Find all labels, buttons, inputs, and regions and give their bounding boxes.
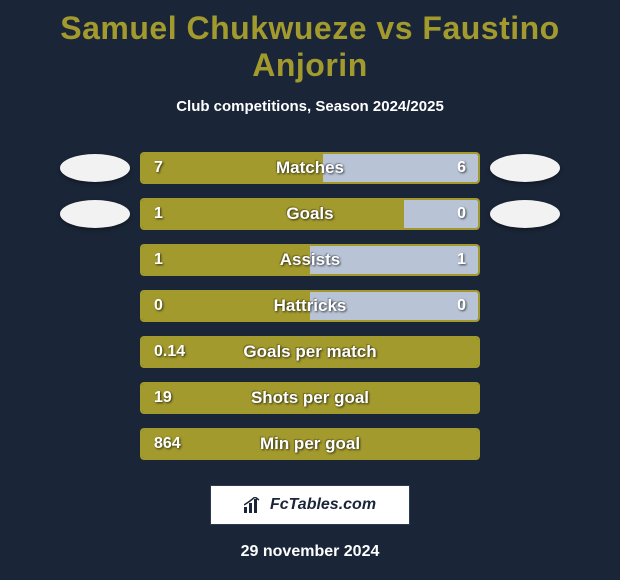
title-vs: vs xyxy=(367,10,422,46)
stat-row: 10Goals xyxy=(0,191,620,237)
comparison-chart: 76Matches 10Goals 11Assists 00Hattricks 0.14… xyxy=(0,145,620,467)
stat-row: 864Min per goal xyxy=(0,421,620,467)
team-badge-right-shape xyxy=(490,200,560,228)
stat-label: Min per goal xyxy=(142,434,478,454)
stat-bar: 11Assists xyxy=(140,244,480,276)
stat-bar: 19Shots per goal xyxy=(140,382,480,414)
team-badge-right xyxy=(480,200,570,228)
stat-label: Shots per goal xyxy=(142,388,478,408)
player-left-name: Samuel Chukwueze xyxy=(60,10,367,46)
team-badge-right-shape xyxy=(490,154,560,182)
comparison-title: Samuel Chukwueze vs Faustino Anjorin xyxy=(0,0,620,84)
stat-label: Goals per match xyxy=(142,342,478,362)
stat-label: Matches xyxy=(142,158,478,178)
stat-bar: 76Matches xyxy=(140,152,480,184)
stat-bar: 864Min per goal xyxy=(140,428,480,460)
team-badge-left-shape xyxy=(60,200,130,228)
subtitle: Club competitions, Season 2024/2025 xyxy=(0,98,620,115)
stat-row: 19Shots per goal xyxy=(0,375,620,421)
branding-text: FcTables.com xyxy=(270,496,376,514)
team-badge-left xyxy=(50,154,140,182)
stat-bar: 00Hattricks xyxy=(140,290,480,322)
stat-bar: 0.14Goals per match xyxy=(140,336,480,368)
stat-row: 11Assists xyxy=(0,237,620,283)
stat-bar: 10Goals xyxy=(140,198,480,230)
stat-row: 00Hattricks xyxy=(0,283,620,329)
team-badge-right xyxy=(480,154,570,182)
stat-row: 0.14Goals per match xyxy=(0,329,620,375)
stat-label: Assists xyxy=(142,250,478,270)
chart-icon xyxy=(244,497,264,513)
team-badge-left-shape xyxy=(60,154,130,182)
stat-row: 76Matches xyxy=(0,145,620,191)
team-badge-left xyxy=(50,200,140,228)
date-text: 29 november 2024 xyxy=(0,543,620,561)
stat-label: Hattricks xyxy=(142,296,478,316)
branding-box[interactable]: FcTables.com xyxy=(210,485,410,525)
stat-label: Goals xyxy=(142,204,478,224)
